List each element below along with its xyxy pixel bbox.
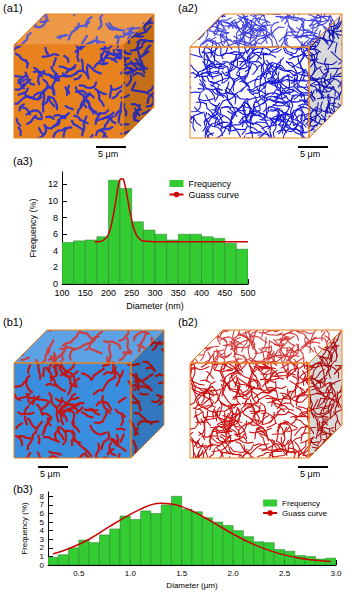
svg-text:8: 8 <box>53 213 58 223</box>
svg-text:3: 3 <box>40 535 45 544</box>
svg-text:1: 1 <box>40 552 45 561</box>
html-text:(b2): (b2) <box>178 316 198 328</box>
svg-text:4: 4 <box>53 246 58 256</box>
svg-text:1.5: 1.5 <box>176 569 188 578</box>
svg-text:(a3): (a3) <box>13 155 33 167</box>
svg-text:150: 150 <box>78 288 93 298</box>
svg-text:4: 4 <box>40 526 45 535</box>
svg-text:Guass curve: Guass curve <box>282 509 327 518</box>
html-text:5 μm: 5 μm <box>98 149 119 159</box>
svg-text:12: 12 <box>48 179 58 189</box>
svg-text:2.0: 2.0 <box>228 569 240 578</box>
svg-text:2: 2 <box>40 543 45 552</box>
svg-text:10: 10 <box>48 196 58 206</box>
svg-text:8: 8 <box>40 492 45 501</box>
svg-text:0: 0 <box>40 561 45 570</box>
svg-text:400: 400 <box>194 288 209 298</box>
html-text:(a1): (a1) <box>3 2 23 14</box>
svg-text:6: 6 <box>53 229 58 239</box>
html-text:5 μm: 5 μm <box>300 149 321 159</box>
html-text:5 μm: 5 μm <box>40 469 61 479</box>
svg-text:450: 450 <box>217 288 232 298</box>
svg-text:Frequency (%): Frequency (%) <box>28 198 38 257</box>
html-text:5 μm: 5 μm <box>300 469 321 479</box>
svg-text:3.0: 3.0 <box>330 569 342 578</box>
svg-text:Frequency (%): Frequency (%) <box>20 502 29 555</box>
svg-text:2.5: 2.5 <box>279 569 291 578</box>
svg-text:0: 0 <box>53 279 58 289</box>
svg-text:Frequency: Frequency <box>282 499 320 508</box>
svg-text:250: 250 <box>124 288 139 298</box>
html-text:(a2): (a2) <box>178 2 198 14</box>
svg-text:6: 6 <box>40 509 45 518</box>
svg-text:0.5: 0.5 <box>73 569 85 578</box>
svg-text:300: 300 <box>147 288 162 298</box>
svg-text:Diameter (μm): Diameter (μm) <box>166 581 218 590</box>
svg-text:7: 7 <box>40 500 45 509</box>
svg-text:100: 100 <box>54 288 69 298</box>
html-text:(b1): (b1) <box>3 316 23 328</box>
svg-text:200: 200 <box>101 288 116 298</box>
svg-text:2: 2 <box>53 262 58 272</box>
svg-text:1.0: 1.0 <box>125 569 137 578</box>
svg-text:Diameter (nm): Diameter (nm) <box>126 301 184 311</box>
svg-text:Guass curve: Guass curve <box>188 190 239 200</box>
svg-text:(b3): (b3) <box>13 483 33 495</box>
svg-text:Frequency: Frequency <box>188 179 231 189</box>
svg-text:5: 5 <box>40 518 45 527</box>
svg-text:350: 350 <box>171 288 186 298</box>
svg-text:500: 500 <box>240 288 255 298</box>
